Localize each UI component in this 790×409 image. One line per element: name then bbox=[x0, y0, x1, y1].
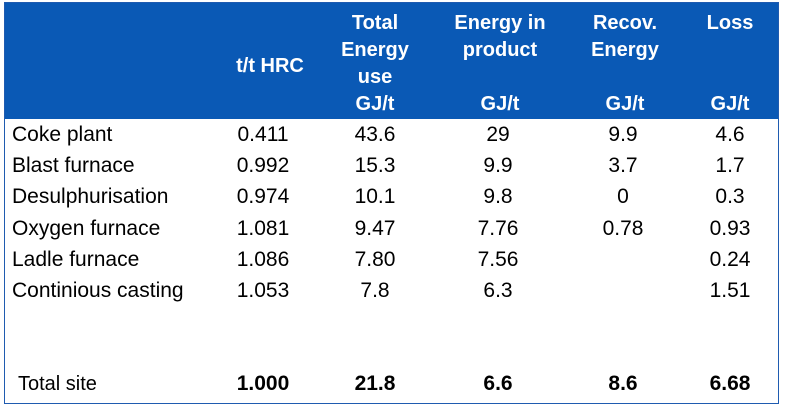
cell-loss: 0.3 bbox=[715, 185, 745, 208]
col-header-recov-line1: Recov. bbox=[592, 12, 658, 34]
row-label: Oxygen furnace bbox=[12, 217, 161, 240]
cell-thrc: 1.000 bbox=[236, 372, 290, 395]
col-unit-loss: GJ/t bbox=[710, 93, 750, 115]
cell-loss: 4.6 bbox=[715, 123, 745, 146]
cell-product: 29 bbox=[486, 123, 510, 146]
row-label: Coke plant bbox=[12, 123, 113, 146]
cell-loss: 0.24 bbox=[709, 248, 751, 271]
cell-product: 9.9 bbox=[483, 154, 513, 177]
row-label: Blast furnace bbox=[12, 154, 135, 177]
row-label: Total site bbox=[18, 373, 97, 395]
cell-thrc: 1.053 bbox=[236, 279, 290, 302]
cell-loss: 1.7 bbox=[715, 154, 745, 177]
cell-product: 6.6 bbox=[483, 372, 513, 395]
energy-table: t/t HRC Total Energy use GJ/t Energy in … bbox=[4, 2, 779, 404]
cell-total: 21.8 bbox=[354, 372, 396, 395]
cell-total: 43.6 bbox=[354, 123, 396, 146]
cell-product: 7.56 bbox=[477, 248, 519, 271]
cell-product: 6.3 bbox=[483, 279, 513, 302]
cell-total: 10.1 bbox=[354, 185, 396, 208]
col-header-loss-line1: Loss bbox=[706, 12, 754, 34]
col-header-thrc-line1: t/t HRC bbox=[236, 55, 304, 77]
col-header-loss: Loss bbox=[685, 10, 775, 37]
col-header-product-line2: product bbox=[462, 39, 538, 61]
col-header-product-line1: Energy in bbox=[454, 12, 546, 34]
cell-recov: 0 bbox=[617, 185, 629, 208]
cell-total: 9.47 bbox=[354, 217, 396, 240]
cell-thrc: 0.411 bbox=[237, 123, 289, 146]
cell-recov: 0.78 bbox=[602, 217, 644, 240]
col-header-recov: Recov. Energy bbox=[570, 10, 680, 64]
cell-recov: 9.9 bbox=[608, 123, 638, 146]
col-unit-recov: GJ/t bbox=[605, 93, 645, 115]
cell-total: 15.3 bbox=[354, 154, 396, 177]
cell-thrc: 0.992 bbox=[236, 154, 290, 177]
cell-product: 7.76 bbox=[477, 217, 519, 240]
row-label: Desulphurisation bbox=[12, 185, 169, 208]
row-label: Ladle furnace bbox=[12, 248, 140, 271]
cell-loss: 1.51 bbox=[709, 279, 751, 302]
col-unit-product: GJ/t bbox=[480, 93, 520, 115]
cell-loss: 6.68 bbox=[709, 372, 751, 395]
cell-thrc: 1.081 bbox=[236, 217, 290, 240]
col-header-product: Energy in product bbox=[435, 10, 565, 64]
row-label: Continious casting bbox=[12, 279, 184, 302]
col-header-total: Total Energy use bbox=[325, 10, 425, 91]
col-header-thrc: t/t HRC bbox=[215, 53, 325, 80]
col-header-recov-line2: Energy bbox=[591, 39, 659, 61]
cell-recov: 3.7 bbox=[608, 154, 638, 177]
cell-thrc: 0.974 bbox=[236, 185, 290, 208]
col-header-total-line2: Energy bbox=[341, 39, 409, 61]
cell-loss: 0.93 bbox=[709, 217, 751, 240]
col-header-total-line3: use bbox=[357, 66, 393, 88]
cell-total: 7.80 bbox=[354, 248, 396, 271]
cell-thrc: 1.086 bbox=[236, 248, 290, 271]
cell-recov: 8.6 bbox=[608, 372, 638, 395]
col-unit-total: GJ/t bbox=[355, 93, 395, 115]
table-header: t/t HRC Total Energy use GJ/t Energy in … bbox=[5, 3, 778, 119]
cell-product: 9.8 bbox=[483, 185, 513, 208]
cell-total: 7.8 bbox=[360, 279, 390, 302]
col-header-total-line1: Total bbox=[351, 12, 399, 34]
